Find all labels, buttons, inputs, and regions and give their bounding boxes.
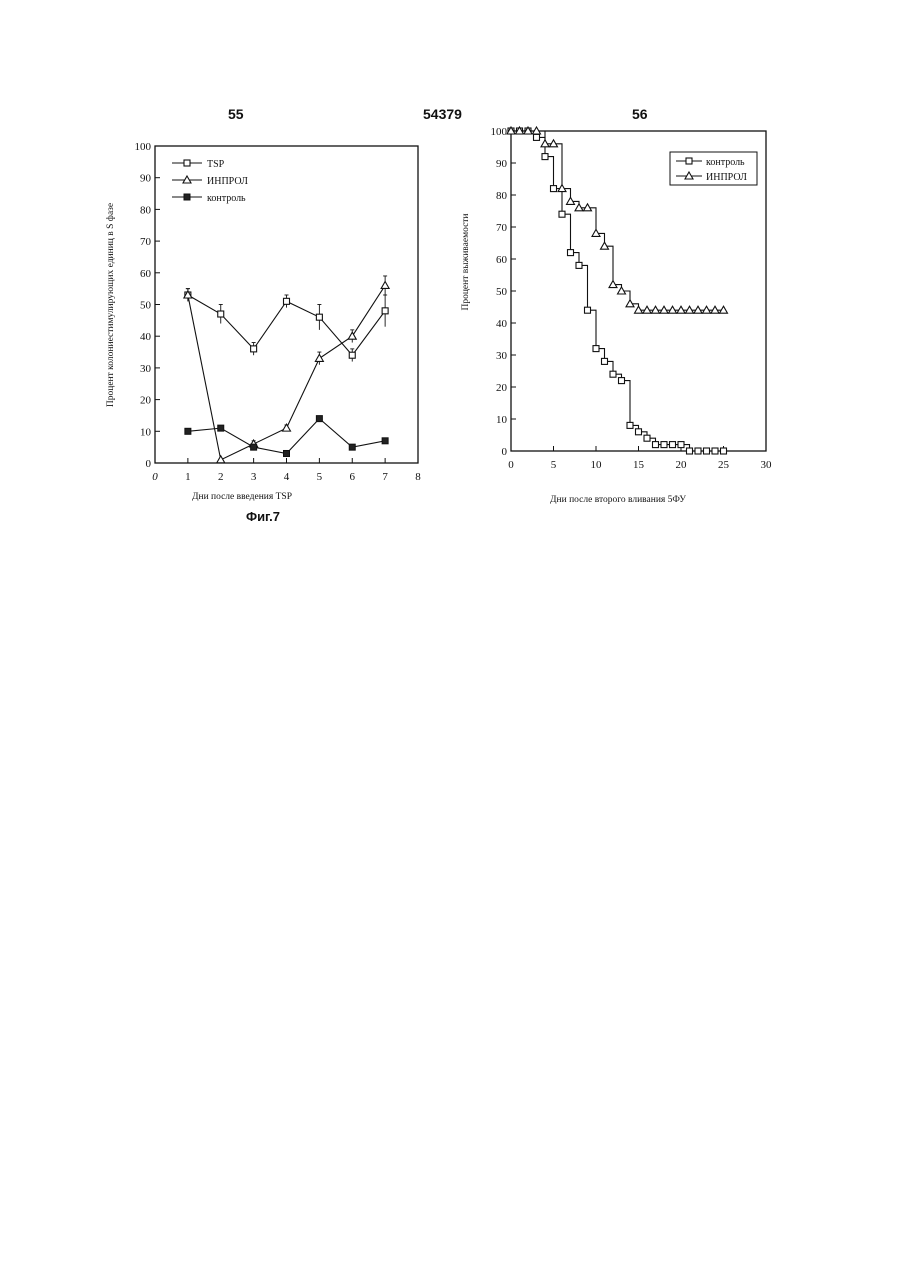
legend-label: ИНПРОЛ xyxy=(207,176,248,187)
data-point xyxy=(251,444,257,450)
x-tick-label: 15 xyxy=(633,459,645,471)
legend: TSP ИНПРОЛ контроль xyxy=(172,159,248,204)
data-point xyxy=(382,438,388,444)
figure-caption: Фиг.7 xyxy=(246,509,280,524)
data-point xyxy=(636,429,642,435)
y-tick-label: 20 xyxy=(140,395,152,407)
x-tick-label: 0 xyxy=(508,459,514,471)
data-point xyxy=(218,425,224,431)
data-point xyxy=(593,346,599,352)
x-tick-label: 6 xyxy=(350,471,356,483)
legend-label: TSP xyxy=(207,159,225,170)
x-tick-label: 5 xyxy=(551,459,557,471)
data-point xyxy=(619,378,625,384)
y-tick-label: 70 xyxy=(496,222,508,234)
data-point xyxy=(349,352,355,358)
data-point xyxy=(316,416,322,422)
data-point xyxy=(653,442,659,448)
legend-label: контроль xyxy=(706,157,745,168)
x-tick-label: 25 xyxy=(718,459,730,471)
data-point xyxy=(348,332,356,339)
data-point xyxy=(644,435,650,441)
chart-fig7: 0 10 20 30 40 50 60 70 80 90 100 0 1 2 3 4 5 6 7 8 Дни после… xyxy=(105,141,421,524)
data-point xyxy=(316,314,322,320)
x-tick-label: 30 xyxy=(761,459,773,471)
legend: контроль ИНПРОЛ xyxy=(670,152,757,185)
y-tick-label: 100 xyxy=(135,141,152,153)
legend-marker xyxy=(184,160,190,166)
data-point xyxy=(284,450,290,456)
y-tick-label: 40 xyxy=(140,331,152,343)
data-point xyxy=(585,307,591,313)
data-point xyxy=(315,354,323,361)
y-tick-label: 70 xyxy=(140,236,152,248)
y-tick-label: 10 xyxy=(140,426,152,438)
x-tick-label: 3 xyxy=(251,471,257,483)
y-tick-label: 50 xyxy=(140,300,152,312)
data-point xyxy=(670,442,676,448)
data-point xyxy=(534,134,540,140)
x-tick-label: 8 xyxy=(415,471,421,483)
y-tick-label: 50 xyxy=(496,286,508,298)
x-tick-label: 4 xyxy=(284,471,290,483)
data-point xyxy=(551,186,557,192)
y-tick-label: 100 xyxy=(491,126,508,138)
data-point xyxy=(687,448,693,454)
x-tick-label: 1 xyxy=(185,471,191,483)
data-point xyxy=(627,422,633,428)
x-tick-label: 20 xyxy=(676,459,688,471)
x-axis-label: Дни после второго вливания 5ФУ xyxy=(550,495,686,505)
legend-marker xyxy=(686,158,692,164)
y-tick-label: 0 xyxy=(146,458,152,470)
data-point xyxy=(559,211,565,217)
data-point xyxy=(568,250,574,256)
x-tick-label: 5 xyxy=(317,471,323,483)
data-point xyxy=(602,358,608,364)
data-point xyxy=(283,424,291,431)
data-point xyxy=(349,444,355,450)
y-axis-label: Процент колониестимулирующих единиц в S … xyxy=(105,203,116,407)
y-axis-label: Процент выживаемости xyxy=(461,213,471,310)
chart-survival: 0 10 20 30 40 50 60 70 80 90 100 0 5 10 15 20 25 30 Дни по… xyxy=(461,126,772,505)
x-tick-label: 7 xyxy=(382,471,388,483)
data-point xyxy=(218,311,224,317)
data-point xyxy=(661,442,667,448)
data-point xyxy=(576,262,582,268)
data-point xyxy=(721,448,727,454)
x-tick-label: 2 xyxy=(218,471,224,483)
legend-marker xyxy=(184,194,190,200)
data-point xyxy=(251,346,257,352)
data-point xyxy=(704,448,710,454)
data-point xyxy=(542,154,548,160)
data-point xyxy=(712,448,718,454)
y-tick-label: 90 xyxy=(496,158,508,170)
y-tick-label: 20 xyxy=(496,382,508,394)
x-tick-label: 10 xyxy=(591,459,603,471)
y-tick-label: 10 xyxy=(496,414,508,426)
x-axis-label: Дни после введения TSP xyxy=(192,492,292,502)
y-tick-label: 30 xyxy=(496,350,508,362)
data-point xyxy=(185,428,191,434)
data-point xyxy=(678,442,684,448)
y-tick-label: 40 xyxy=(496,318,508,330)
data-point xyxy=(284,298,290,304)
y-tick-label: 30 xyxy=(140,363,152,375)
x-tick-label: 0 xyxy=(152,471,158,483)
y-tick-label: 0 xyxy=(502,446,508,458)
legend-label: ИНПРОЛ xyxy=(706,172,747,183)
data-point xyxy=(381,281,389,288)
data-point xyxy=(217,456,225,463)
y-tick-label: 90 xyxy=(140,173,152,185)
legend-label: контроль xyxy=(207,193,246,204)
data-point xyxy=(695,448,701,454)
data-point xyxy=(382,308,388,314)
data-point xyxy=(610,371,616,377)
y-tick-label: 60 xyxy=(140,268,152,280)
y-tick-label: 60 xyxy=(496,254,508,266)
y-tick-label: 80 xyxy=(140,204,152,216)
y-tick-label: 80 xyxy=(496,190,508,202)
